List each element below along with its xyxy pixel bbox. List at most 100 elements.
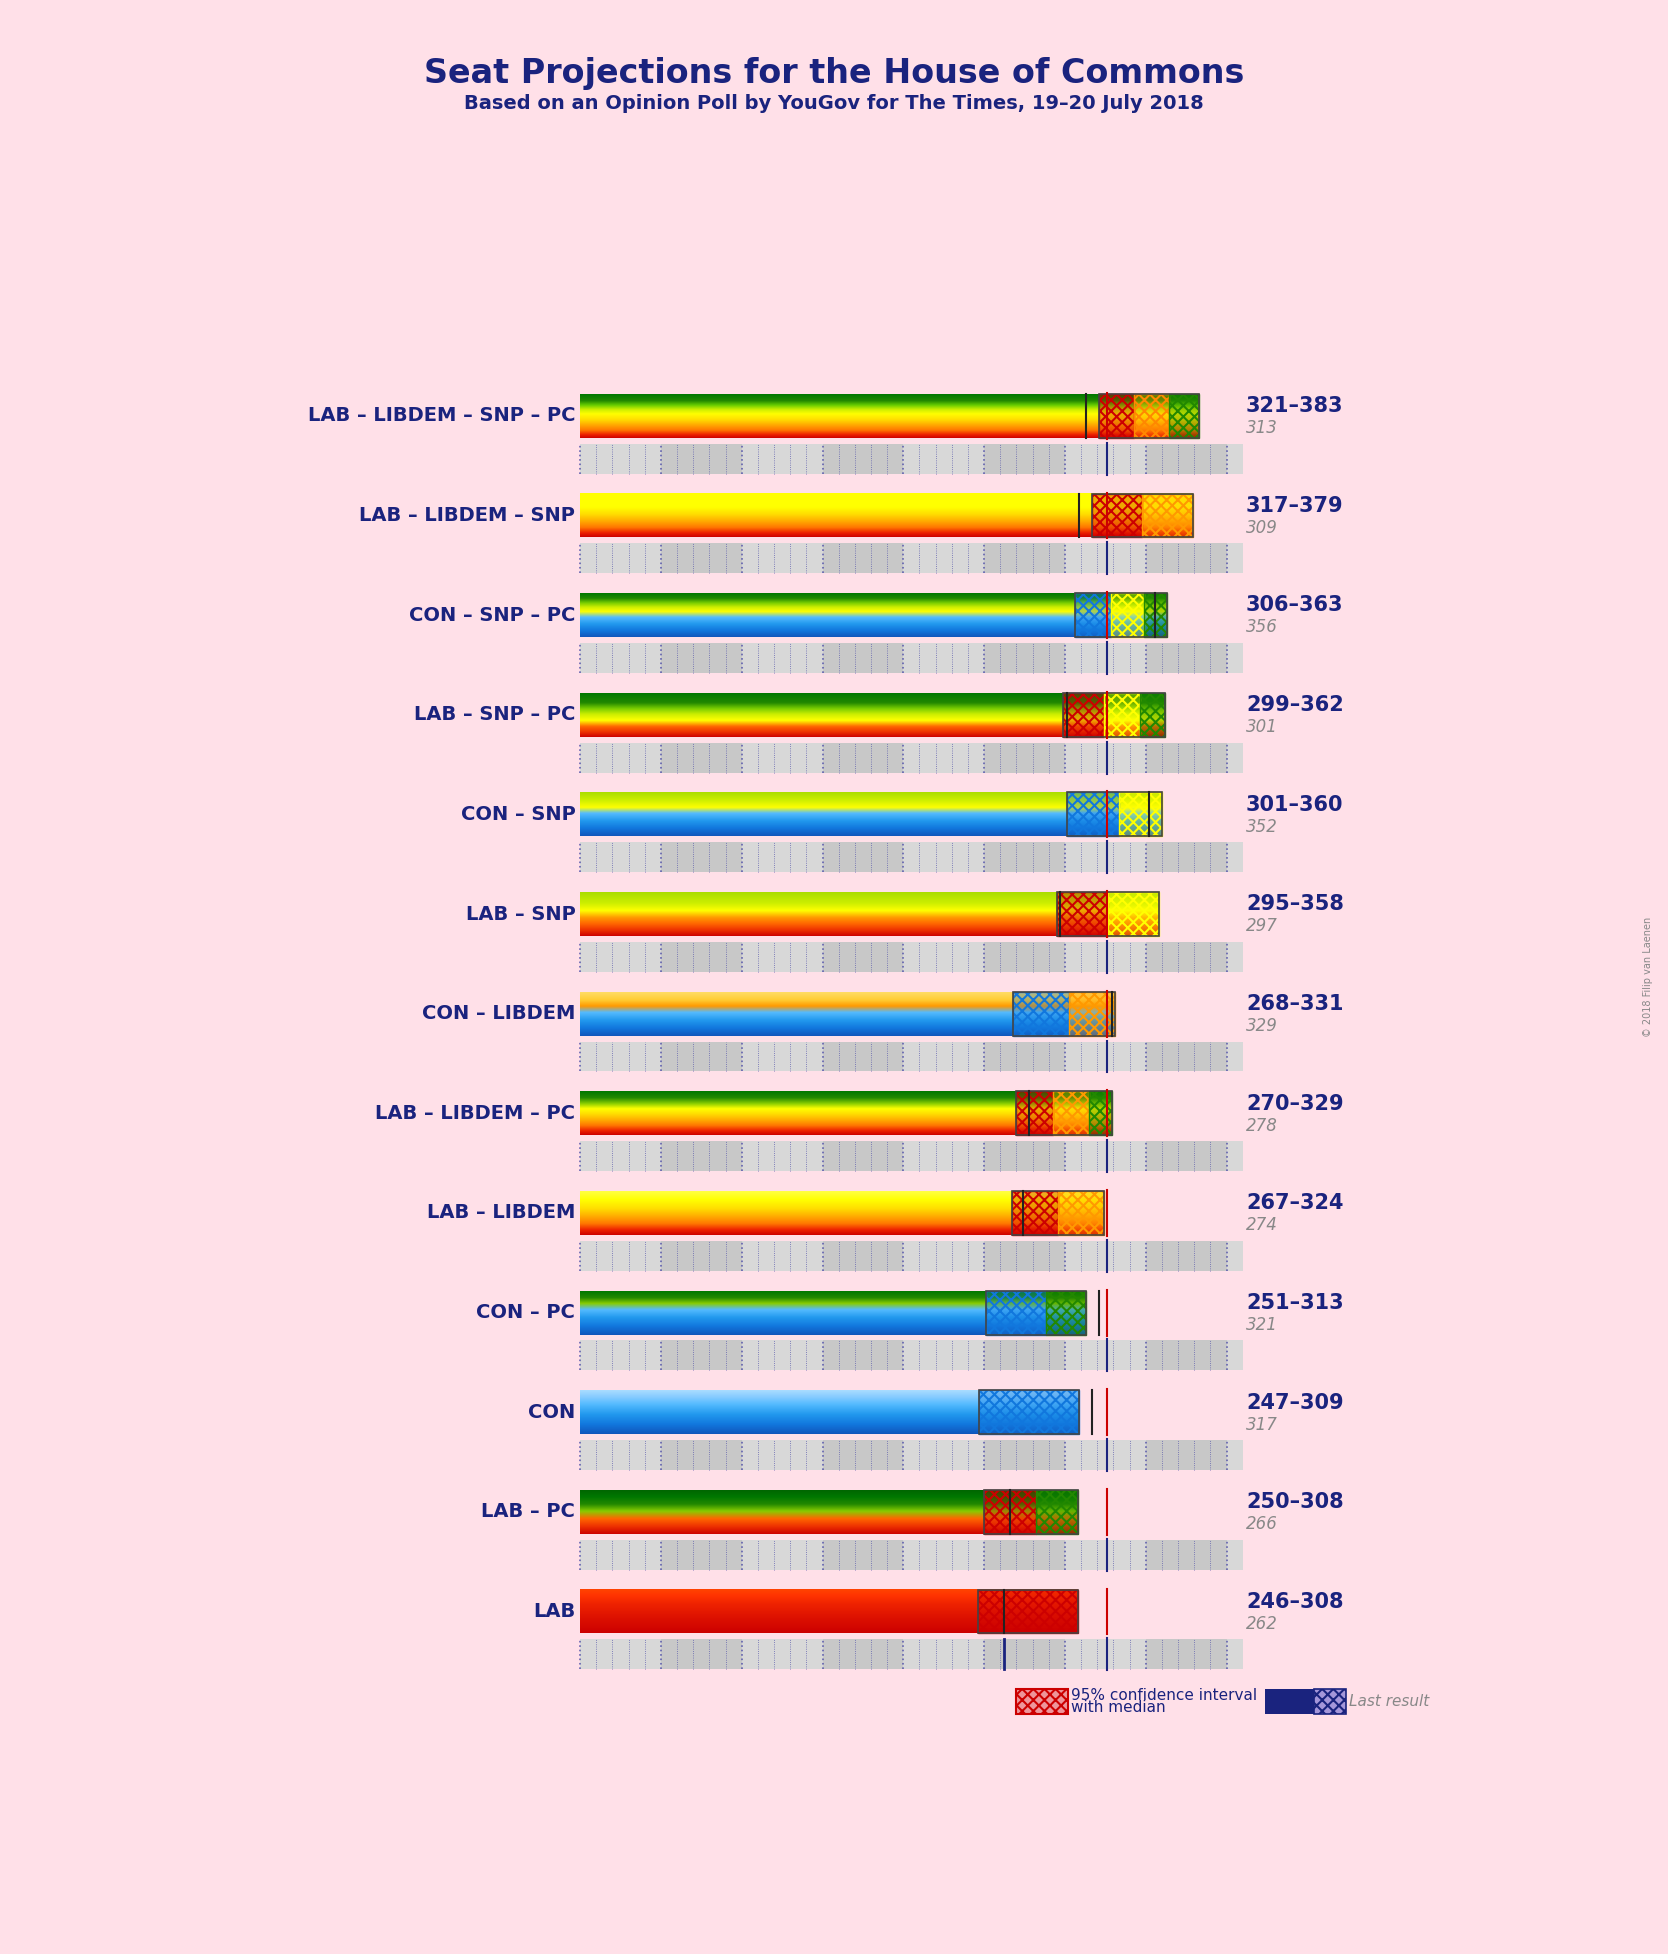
Bar — [984, 1241, 1064, 1270]
Bar — [1169, 395, 1199, 438]
Bar — [580, 842, 1243, 871]
Bar — [904, 1639, 984, 1669]
Bar — [1226, 743, 1243, 772]
Bar — [742, 1540, 822, 1569]
Bar — [1146, 942, 1226, 971]
Text: © 2018 Filip van Laenen: © 2018 Filip van Laenen — [1643, 916, 1653, 1038]
Bar — [1046, 1292, 1086, 1335]
Bar — [661, 1241, 742, 1270]
Bar — [904, 543, 984, 573]
Bar — [1011, 1192, 1058, 1235]
Bar — [580, 1340, 661, 1370]
Bar — [984, 1639, 1064, 1669]
Bar — [1016, 1092, 1113, 1135]
Bar — [742, 1440, 822, 1469]
Bar — [904, 1041, 984, 1071]
Bar — [904, 1340, 984, 1370]
Bar — [1146, 1241, 1226, 1270]
Bar — [580, 1141, 661, 1170]
Bar — [1226, 1241, 1243, 1270]
Bar — [742, 543, 822, 573]
Bar — [1134, 395, 1169, 438]
Bar — [984, 444, 1064, 473]
Text: 299–362: 299–362 — [1246, 696, 1344, 715]
Bar — [580, 842, 661, 871]
Bar — [1146, 543, 1226, 573]
Bar — [904, 842, 984, 871]
Bar — [580, 543, 1243, 573]
Bar — [822, 643, 904, 672]
Bar — [742, 942, 822, 971]
Bar — [1064, 942, 1146, 971]
Bar — [580, 1141, 1243, 1170]
Bar — [1064, 1041, 1146, 1071]
Bar — [904, 1540, 984, 1569]
Bar — [1074, 594, 1111, 637]
Bar — [822, 1340, 904, 1370]
Text: Seat Projections for the House of Commons: Seat Projections for the House of Common… — [424, 57, 1244, 90]
Bar — [904, 1141, 984, 1170]
Bar — [661, 842, 742, 871]
Text: 321–383: 321–383 — [1246, 397, 1343, 416]
Text: CON – SNP – PC: CON – SNP – PC — [409, 606, 575, 625]
Bar — [1064, 643, 1146, 672]
Bar — [580, 942, 1243, 971]
Bar — [977, 1591, 1078, 1634]
Bar — [1226, 1540, 1243, 1569]
Text: 321: 321 — [1246, 1315, 1278, 1335]
Text: 267–324: 267–324 — [1246, 1194, 1343, 1213]
Bar — [1226, 842, 1243, 871]
Bar — [580, 743, 661, 772]
Bar — [742, 444, 822, 473]
Text: 297: 297 — [1246, 916, 1278, 936]
Text: 95% confidence interval: 95% confidence interval — [1071, 1688, 1258, 1704]
Bar — [822, 1041, 904, 1071]
Text: 251–313: 251–313 — [1246, 1294, 1343, 1313]
Text: 309: 309 — [1246, 518, 1278, 537]
Bar — [1064, 1241, 1146, 1270]
Bar — [1146, 1540, 1226, 1569]
Bar — [661, 942, 742, 971]
Bar — [904, 1241, 984, 1270]
Text: Last result: Last result — [1349, 1694, 1429, 1710]
Bar — [1064, 543, 1146, 573]
Bar — [1064, 1340, 1146, 1370]
Bar — [580, 1639, 1243, 1669]
Bar — [986, 1292, 1046, 1335]
Text: LAB – LIBDEM – SNP – PC: LAB – LIBDEM – SNP – PC — [309, 406, 575, 426]
Bar — [1146, 1440, 1226, 1469]
Bar — [1012, 993, 1069, 1036]
Bar — [1146, 1041, 1226, 1071]
Text: 266: 266 — [1246, 1514, 1278, 1534]
Bar — [984, 1340, 1064, 1370]
Bar — [979, 1391, 1079, 1434]
Text: 352: 352 — [1246, 817, 1278, 836]
Bar — [1016, 1092, 1053, 1135]
Bar — [1226, 1340, 1243, 1370]
Bar — [986, 1292, 1086, 1335]
Bar — [822, 942, 904, 971]
Text: LAB – SNP – PC: LAB – SNP – PC — [414, 705, 575, 725]
Bar — [742, 1639, 822, 1669]
Bar — [742, 842, 822, 871]
Bar — [1139, 694, 1164, 737]
Bar — [661, 1340, 742, 1370]
Bar — [1069, 993, 1114, 1036]
Text: 295–358: 295–358 — [1246, 895, 1344, 914]
Bar — [1146, 743, 1226, 772]
Text: LAB – LIBDEM: LAB – LIBDEM — [427, 1204, 575, 1223]
Bar — [1064, 1141, 1146, 1170]
Bar — [661, 1041, 742, 1071]
Bar — [661, 543, 742, 573]
Bar — [1063, 694, 1104, 737]
Bar — [1226, 444, 1243, 473]
Bar — [1089, 1092, 1113, 1135]
Text: 317: 317 — [1246, 1415, 1278, 1434]
Bar — [904, 643, 984, 672]
Bar — [822, 1540, 904, 1569]
Bar — [742, 1340, 822, 1370]
Bar — [984, 1540, 1064, 1569]
Text: CON – LIBDEM: CON – LIBDEM — [422, 1004, 575, 1024]
Bar — [1011, 1192, 1104, 1235]
Bar — [580, 444, 1243, 473]
